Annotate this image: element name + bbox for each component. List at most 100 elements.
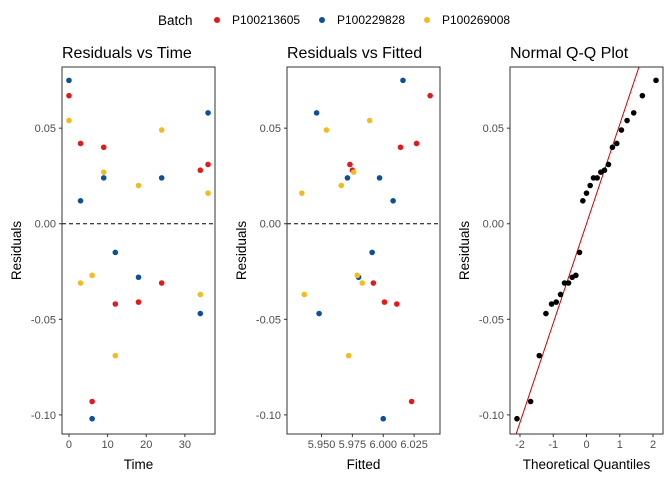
data-point [197,291,204,298]
y-tick-label: -0.10 [479,410,504,422]
data-point [394,301,400,307]
y-tick-label: 0.05 [483,123,504,135]
chart-title: Residuals vs Time [62,45,192,62]
data-point [89,398,95,405]
legend-label: P100269008 [442,13,510,27]
legend-label: P100229828 [337,13,405,27]
data-point [565,280,572,286]
data-point [197,167,204,174]
chart-title: Residuals vs Fitted [287,45,422,62]
data-point [536,352,543,359]
chart-title: Normal Q-Q Plot [510,45,629,62]
legend-label: P100213605 [232,13,300,27]
data-point [601,167,608,174]
chart-panel: Normal Q-Q Plot -0.10 -0.05 0.00 0.05 -2 -1 0 1 2… [457,45,664,472]
data-point [376,175,383,181]
x-axis-title: Theoretical Quantiles [523,457,651,472]
legend-key [424,17,430,23]
data-point [100,175,107,181]
chart-panel: Residuals vs Fitted -0.10 -0.05 0.00 0.05 5.9… [234,45,441,472]
x-tick-label: 0 [66,439,72,451]
y-tick-label: -0.05 [31,314,56,326]
y-axis-title: Residuals [9,221,24,281]
data-point [205,161,211,168]
legend: Batch P100213605 P100229828 P100269008 [158,13,510,28]
x-tick-label: -1 [548,439,558,451]
data-point [66,92,72,99]
data-point [514,415,520,422]
y-tick-label: 0.05 [260,123,281,135]
data-point [112,249,119,256]
data-point [576,249,583,256]
data-point [112,301,119,307]
y-tick-label: -0.10 [31,410,56,422]
data-point [613,140,620,147]
data-point [345,352,352,359]
legend-key [214,17,220,23]
data-point [573,272,579,279]
y-axis-title: Residuals [457,221,472,281]
x-tick-label: 5.975 [339,439,367,451]
y-tick-label: -0.05 [256,314,281,326]
data-point [543,310,549,317]
data-point [347,161,353,168]
data-point [583,190,590,196]
x-tick-label: 20 [140,439,152,451]
y-tick-label: 0.05 [35,123,56,135]
data-point [381,299,388,305]
data-point [380,415,387,422]
data-point [135,182,142,189]
data-point [77,140,84,147]
data-point [89,272,95,279]
data-point [197,310,204,317]
x-tick-label: 30 [179,439,191,451]
data-point [77,198,84,204]
data-point [527,398,534,405]
data-point [323,127,330,133]
data-point [397,144,404,151]
data-point [557,291,564,298]
panel-border [286,66,441,435]
qq-reference-line [515,67,640,434]
y-tick-label: -0.10 [256,410,281,422]
chart-panel: Residuals vs Time -0.10 -0.05 0.00 0.05 0 10 20… [9,45,216,472]
data-point [100,144,107,151]
data-point [618,127,625,133]
data-point [390,198,396,204]
x-tick-label: 6.000 [369,439,397,451]
y-axis-title: Residuals [234,221,249,281]
x-axis-title: Time [124,457,154,472]
data-point [135,274,142,281]
y-tick-label: -0.05 [479,314,504,326]
data-point [316,310,322,317]
data-point [594,175,600,181]
data-point [299,190,305,196]
data-point [413,140,420,147]
data-point [369,249,375,256]
data-point [313,110,320,116]
x-tick-label: 2 [650,439,656,451]
panels: Residuals vs Time-0.10-0.050.000.050 10 20… [9,45,664,472]
y-tick-label: 0.00 [483,219,504,231]
data-point [366,117,373,124]
data-point [605,161,612,168]
data-point [77,280,84,286]
panel-border [61,66,216,435]
data-point [580,198,586,204]
data-point [359,280,366,286]
x-tick-label: 10 [101,439,113,451]
data-point [301,291,308,298]
data-point [205,110,211,116]
data-point [205,190,211,196]
data-point [609,144,616,151]
data-point [553,299,560,305]
data-point [427,92,433,99]
x-axis-title: Fitted [347,457,381,472]
data-point [354,272,361,279]
data-point [112,352,119,359]
data-point [66,77,72,84]
data-point [624,117,630,124]
data-point [158,280,165,286]
data-point [338,182,345,189]
